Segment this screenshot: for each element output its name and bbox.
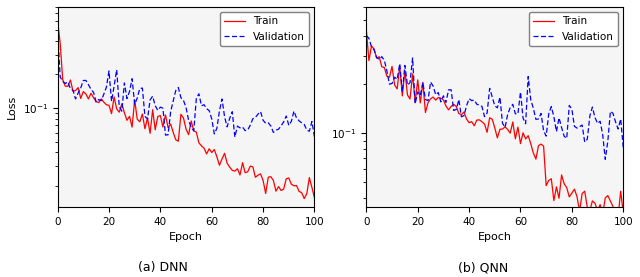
Train [310,196,318,200]
Legend: Train, Validation: Train, Validation [220,12,309,46]
Text: (b) QNN: (b) QNN [458,261,508,275]
Train [72,89,79,92]
Train [620,211,627,214]
Train [516,142,524,145]
Validation [249,117,257,120]
Train [381,66,388,69]
Validation [172,89,180,92]
Validation [310,135,318,139]
Validation [381,59,388,62]
Train [54,19,61,23]
Validation [516,90,524,94]
Validation [54,28,61,31]
Train [208,151,216,154]
Train [234,167,241,170]
Text: (a) DNN: (a) DNN [138,261,188,275]
Y-axis label: Loss: Loss [7,95,17,119]
Validation [602,158,609,161]
Validation [208,117,216,120]
X-axis label: Epoch: Epoch [169,232,203,242]
Train [612,215,620,219]
Line: Train: Train [366,30,623,217]
Train [542,184,550,187]
Validation [118,109,125,113]
Line: Validation: Validation [366,35,623,159]
Train [172,138,180,142]
Validation [72,97,79,101]
Validation [362,34,370,37]
Validation [620,146,627,149]
X-axis label: Epoch: Epoch [478,232,512,242]
Validation [542,134,550,138]
Validation [481,115,488,118]
Train [555,197,563,200]
Validation [231,135,239,139]
Validation [236,126,244,130]
Validation [427,80,435,84]
Train [362,29,370,32]
Line: Validation: Validation [58,30,314,137]
Train [427,97,435,101]
Train [300,197,308,200]
Train [481,122,488,126]
Train [246,165,254,168]
Train [118,102,125,106]
Validation [555,116,563,119]
Legend: Train, Validation: Train, Validation [529,12,618,46]
Line: Train: Train [58,21,314,199]
